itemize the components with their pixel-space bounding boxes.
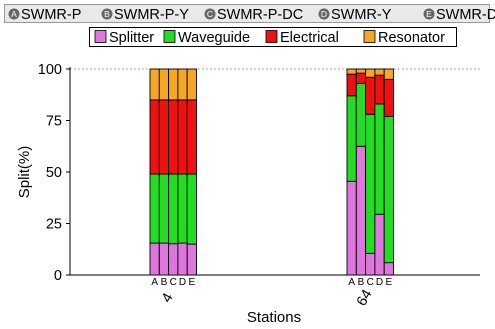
bar-segment-splitter — [383, 262, 394, 276]
bar-segment-electrical — [346, 73, 357, 97]
variant-key-badge — [101, 8, 113, 20]
variant-key-letter: B — [104, 9, 110, 19]
series-label: Splitter — [109, 30, 154, 46]
variant-key-letter: C — [207, 9, 213, 19]
x-group-label: 64 — [354, 287, 376, 309]
y-tick-label: 75 — [46, 114, 62, 130]
bar-segment-splitter — [149, 242, 160, 276]
series-label: Waveguide — [178, 30, 250, 46]
bar-key-label: E — [189, 277, 196, 288]
bar-segment-electrical — [158, 99, 170, 175]
variant-key-letter: A — [11, 9, 17, 19]
variant-label: SWMR-P-Y — [114, 7, 189, 23]
y-tick-label: 0 — [54, 268, 62, 284]
series-swatch — [163, 30, 176, 43]
variant-key-badge — [204, 8, 216, 20]
variant-legend-box — [4, 4, 490, 23]
bar-segment-electrical — [355, 72, 367, 84]
series-swatch — [94, 30, 107, 43]
variant-key-badge — [318, 8, 330, 20]
bar-segment-electrical — [365, 76, 376, 115]
bar-segment-splitter — [158, 242, 170, 276]
bar-key-label: E — [386, 277, 393, 288]
series-swatch — [265, 30, 278, 43]
bar-key-label: D — [179, 277, 186, 288]
bar-segment-electrical — [186, 99, 197, 175]
series-swatch — [363, 30, 376, 43]
variant-legend: A SWMR-P B SWMR-P-Y C SWMR-P-DC D SWMR-Y E SWMR-D… — [4, 4, 495, 23]
y-axis-title: Split(%) — [16, 146, 33, 199]
y-tick-label: 25 — [46, 217, 62, 233]
bar-segment-resonator — [374, 68, 385, 76]
variant-label: SWMR-DC — [436, 7, 495, 23]
variant-key-letter: D — [321, 9, 327, 19]
bar-segment-splitter — [346, 180, 357, 276]
bar-key-label: C — [367, 277, 374, 288]
bar-segment-splitter — [177, 242, 188, 276]
bar-segment-splitter — [355, 145, 367, 276]
variant-label: SWMR-P — [21, 7, 81, 23]
bar-segment-electrical — [383, 78, 394, 117]
bar-segment-waveguide — [346, 95, 357, 182]
bar-segment-resonator — [158, 68, 170, 101]
bar-segment-waveguide — [149, 173, 160, 244]
bar-key-label: C — [170, 277, 177, 288]
y-tick-label: 50 — [46, 165, 62, 181]
variant-label: SWMR-P-DC — [217, 7, 303, 23]
x-group-label: 4 — [159, 291, 177, 306]
variant-key-badge — [8, 8, 20, 20]
bar-segment-splitter — [186, 243, 197, 276]
bar-segment-waveguide — [168, 173, 179, 245]
y-tick-label: 100 — [38, 62, 62, 78]
bar-key-label: A — [348, 277, 355, 288]
bar-segment-electrical — [149, 99, 160, 175]
bar-segment-waveguide — [374, 103, 385, 215]
variant-key-letter: E — [426, 9, 432, 19]
bar-segment-resonator — [346, 68, 357, 75]
bar-segment-resonator — [168, 68, 179, 101]
bar-key-label: B — [161, 277, 168, 288]
bar-segment-resonator — [365, 68, 376, 78]
bar-segment-resonator — [355, 68, 367, 74]
bar-segment-splitter — [374, 213, 385, 276]
series-legend: Splitter Waveguide Electrical Resonator — [89, 27, 457, 47]
bar-key-label: B — [358, 277, 365, 288]
bar-segment-waveguide — [383, 115, 394, 264]
bar-segment-electrical — [374, 74, 385, 105]
bar-segment-waveguide — [365, 113, 376, 254]
bar-segment-splitter — [365, 252, 376, 276]
bar-segment-electrical — [177, 99, 188, 175]
variant-key-badge — [423, 8, 435, 20]
bar-segment-resonator — [177, 68, 188, 101]
bar-key-label: D — [376, 277, 383, 288]
bar-segment-resonator — [149, 68, 160, 101]
bar-segment-resonator — [186, 68, 197, 101]
bar-segment-waveguide — [177, 173, 188, 244]
variant-label: SWMR-Y — [331, 7, 392, 23]
x-axis-title: Stations — [247, 309, 301, 326]
bar-segment-electrical — [168, 99, 179, 175]
bar-segment-waveguide — [355, 82, 367, 147]
series-label: Electrical — [280, 30, 339, 46]
bar-segment-waveguide — [158, 173, 170, 244]
bar-key-label: A — [151, 277, 158, 288]
bar-segment-waveguide — [186, 173, 197, 245]
bar-segment-splitter — [168, 243, 179, 276]
bar-segment-resonator — [383, 68, 394, 80]
series-label: Resonator — [378, 30, 445, 46]
